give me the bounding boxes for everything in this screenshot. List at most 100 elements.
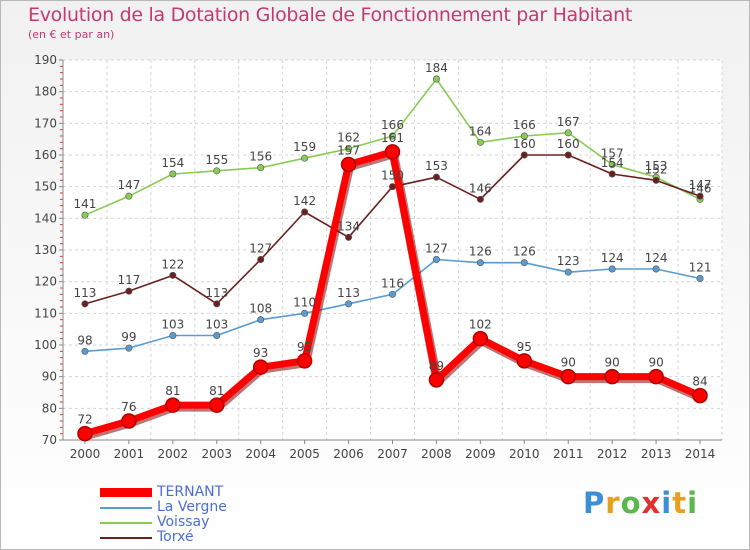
y-tick-label: 90	[42, 370, 57, 384]
data-point	[345, 233, 353, 241]
x-tick-label: 2013	[641, 447, 672, 461]
data-point	[608, 161, 616, 169]
data-label: 146	[689, 181, 712, 195]
x-tick-label: 2007	[377, 447, 408, 461]
data-label: 110	[293, 295, 316, 309]
data-label: 166	[381, 118, 404, 132]
data-point	[388, 290, 396, 298]
data-label: 124	[645, 251, 668, 265]
proxiti-logo: Proxiti	[583, 486, 698, 520]
data-label: 116	[381, 276, 404, 290]
data-point	[560, 368, 576, 385]
data-point	[296, 353, 313, 369]
data-point	[301, 154, 309, 162]
data-label: 95	[517, 340, 532, 354]
data-label: 142	[293, 194, 316, 208]
y-tick-label: 180	[34, 85, 57, 99]
data-point	[520, 151, 528, 159]
data-point	[121, 413, 137, 429]
legend-swatch	[100, 522, 152, 524]
data-label: 157	[337, 144, 360, 158]
x-tick-label: 2010	[509, 447, 540, 461]
data-label: 153	[645, 159, 668, 173]
data-point	[520, 132, 528, 140]
data-point	[648, 368, 664, 385]
data-label: 122	[161, 257, 184, 271]
data-label: 90	[561, 356, 576, 370]
data-label: 146	[469, 181, 492, 195]
data-label: 89	[429, 359, 444, 373]
logo-letter: i	[661, 486, 673, 520]
data-point	[428, 372, 445, 388]
data-label: 126	[513, 245, 536, 259]
data-label: 150	[381, 169, 404, 183]
data-point	[652, 176, 660, 184]
legend-label: Voissay	[157, 514, 210, 530]
y-tick-label: 190	[34, 53, 57, 67]
y-tick-label: 70	[42, 433, 57, 447]
data-point	[564, 151, 572, 159]
data-label: 154	[161, 156, 184, 170]
data-point	[432, 255, 440, 263]
data-label: 161	[381, 131, 404, 145]
data-label: 113	[74, 286, 97, 300]
data-point	[604, 368, 620, 385]
y-tick-label: 130	[34, 243, 57, 257]
data-point	[696, 192, 704, 200]
data-label: 113	[337, 286, 360, 300]
data-point	[209, 397, 225, 413]
data-point	[516, 353, 533, 369]
chart-subtitle: (en € et par an)	[28, 28, 115, 41]
data-label: 160	[513, 137, 536, 151]
data-label: 117	[117, 273, 140, 287]
data-label: 93	[253, 346, 268, 360]
logo-letter: t	[672, 486, 688, 520]
logo-letter: r	[605, 486, 621, 520]
data-label: 108	[249, 302, 272, 316]
data-point	[257, 164, 265, 172]
data-label: 155	[205, 153, 228, 167]
data-label: 84	[692, 375, 707, 389]
y-tick-label: 110	[34, 306, 57, 320]
data-point	[125, 344, 133, 352]
data-point	[564, 129, 572, 137]
data-point	[77, 425, 93, 442]
data-label: 153	[425, 159, 448, 173]
data-point	[476, 195, 484, 203]
data-point	[252, 359, 269, 375]
x-tick-label: 2012	[597, 447, 628, 461]
x-tick-label: 2008	[421, 447, 452, 461]
data-point	[345, 300, 353, 308]
data-label: 162	[337, 131, 360, 145]
x-tick-label: 2006	[333, 447, 364, 461]
data-label: 81	[209, 384, 224, 398]
data-point	[476, 259, 484, 267]
x-tick-label: 2014	[685, 447, 716, 461]
x-tick-label: 2004	[245, 447, 276, 461]
y-tick-label: 170	[34, 116, 57, 130]
series-torx-	[81, 151, 704, 308]
data-label: 90	[605, 356, 620, 370]
data-point	[213, 331, 221, 339]
data-point	[81, 347, 89, 355]
data-label: 124	[601, 251, 624, 265]
data-label: 72	[77, 413, 92, 427]
data-point	[388, 183, 396, 191]
data-label: 103	[161, 318, 184, 332]
legend-swatch	[100, 537, 152, 539]
data-point	[476, 138, 484, 146]
data-label: 103	[205, 318, 228, 332]
data-label: 123	[557, 254, 580, 268]
data-point	[257, 316, 265, 324]
data-label: 95	[297, 340, 312, 354]
y-tick-label: 150	[34, 180, 57, 194]
data-point	[213, 167, 221, 175]
x-tick-label: 2005	[289, 447, 320, 461]
logo-letter: P	[583, 486, 606, 520]
data-label: 76	[121, 400, 136, 414]
data-label: 127	[249, 242, 272, 256]
data-point	[125, 287, 133, 295]
data-label: 98	[77, 333, 92, 347]
y-tick-label: 120	[34, 275, 57, 289]
data-point	[213, 300, 221, 308]
